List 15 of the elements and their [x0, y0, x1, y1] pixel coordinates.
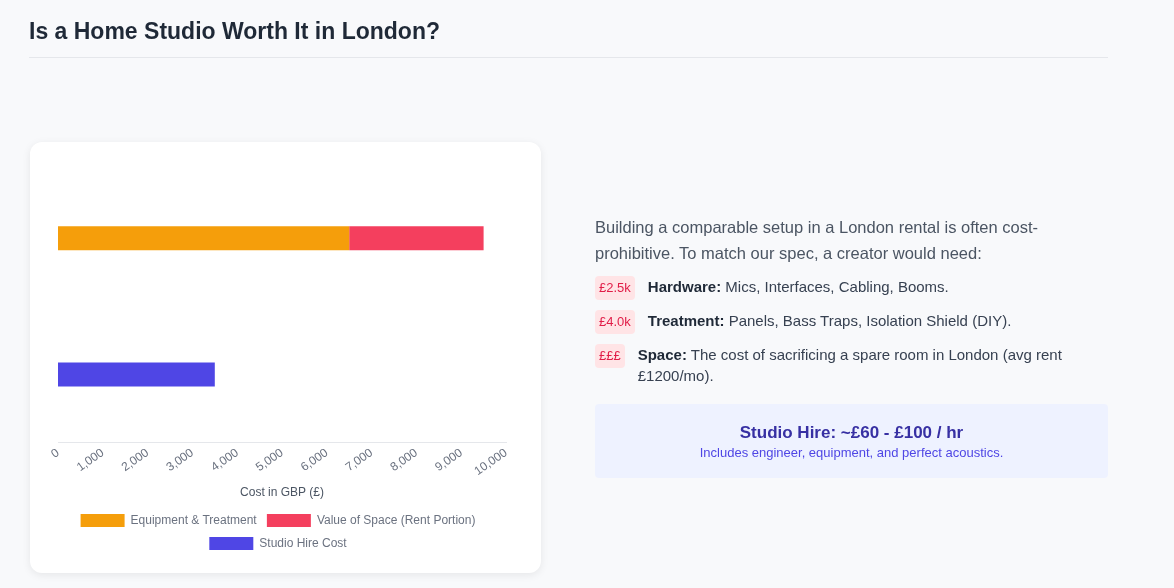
- text: Studio Hire: ~£60 - £100 / hr: [738, 422, 965, 444]
- chart-title: Is a Home Studio Worth It in London?: [29, 18, 1108, 58]
- x-axis-title: Cost in GBP (£): [240, 485, 324, 500]
- x-tick-label: 0: [48, 445, 62, 461]
- text: Treatment: Panels, Bass Traps, Isolation Shield (DIY).: [647, 311, 1012, 331]
- legend-label: Equipment & Treatment: [130, 512, 258, 527]
- text: Space: The cost of sacrificing a spare room in London (avg rent £1200/mo).: [637, 345, 1063, 386]
- legend-label: Studio Hire Cost: [259, 535, 348, 550]
- text: £2.5k: [595, 276, 635, 300]
- text: £4.0k: [595, 310, 635, 334]
- text: Hardware: Mics, Interfaces, Cabling, Booms.: [647, 277, 949, 297]
- text: £££: [595, 344, 625, 368]
- legend-label: Value of Space (Rent Portion): [316, 512, 476, 527]
- text: Building a comparable setup in a London rental is often cost-prohibitive. To match our spec, a creator would need:: [595, 217, 1040, 264]
- text: Includes engineer, equipment, and perfect acoustics.: [698, 444, 1005, 462]
